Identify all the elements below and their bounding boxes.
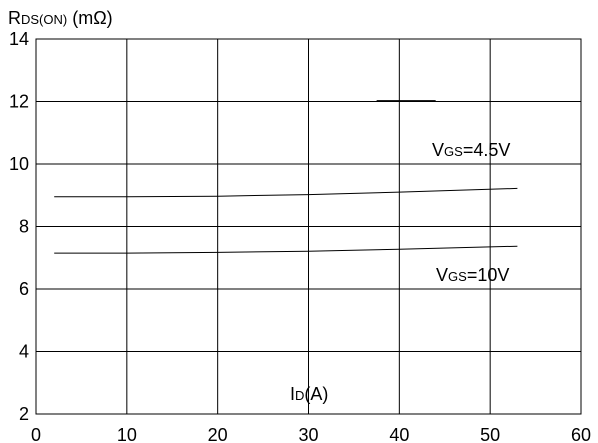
- x-tick-label-0: 0: [31, 425, 41, 443]
- series-1-label-main: V: [432, 140, 444, 160]
- tick-labels: 0 10 20 30 40 50 60 2 4 6 8 10 12 14: [9, 29, 591, 443]
- series-2-label-main: V: [436, 265, 448, 285]
- series-line-1: [54, 187, 518, 198]
- y-tick-label-2: 2: [19, 404, 29, 424]
- x-axis-label-main: I: [290, 384, 295, 404]
- plot-frame: [35, 38, 582, 415]
- x-tick-label-10: 10: [117, 425, 137, 443]
- y-axis-label-unit: (mΩ): [67, 8, 112, 28]
- x-axis-label-sub: D: [295, 388, 304, 403]
- x-axis-label: ID(A): [290, 384, 328, 404]
- y-tick-label-12: 12: [9, 92, 29, 112]
- y-tick-label-14: 14: [9, 29, 29, 49]
- y-axis-label: RDS(ON) (mΩ): [8, 8, 113, 28]
- y-tick-label-6: 6: [19, 279, 29, 299]
- y-tick-label-4: 4: [19, 342, 29, 362]
- series-2-label-rest: =10V: [467, 265, 510, 285]
- x-tick-label-40: 40: [389, 425, 409, 443]
- y-tick-label-8: 8: [19, 217, 29, 237]
- x-tick-label-20: 20: [208, 425, 228, 443]
- series-line-2: [54, 245, 518, 254]
- series-2-label-sub: GS: [448, 269, 467, 284]
- series-label-vgs-10v: VGS=10V: [436, 265, 509, 285]
- grid: [36, 39, 581, 414]
- y-axis-label-sub: DS(ON): [21, 12, 67, 27]
- x-tick-label-30: 30: [298, 425, 318, 443]
- series-group: [54, 100, 518, 254]
- x-axis-label-unit: (A): [304, 384, 328, 404]
- x-tick-label-50: 50: [480, 425, 500, 443]
- series-1-label-rest: =4.5V: [463, 140, 511, 160]
- x-tick-label-60: 60: [571, 425, 591, 443]
- series-1-label-sub: GS: [444, 144, 463, 159]
- y-tick-label-10: 10: [9, 154, 29, 174]
- y-axis-label-main: R: [8, 8, 21, 28]
- series-label-vgs-4-5v: VGS=4.5V: [432, 140, 510, 160]
